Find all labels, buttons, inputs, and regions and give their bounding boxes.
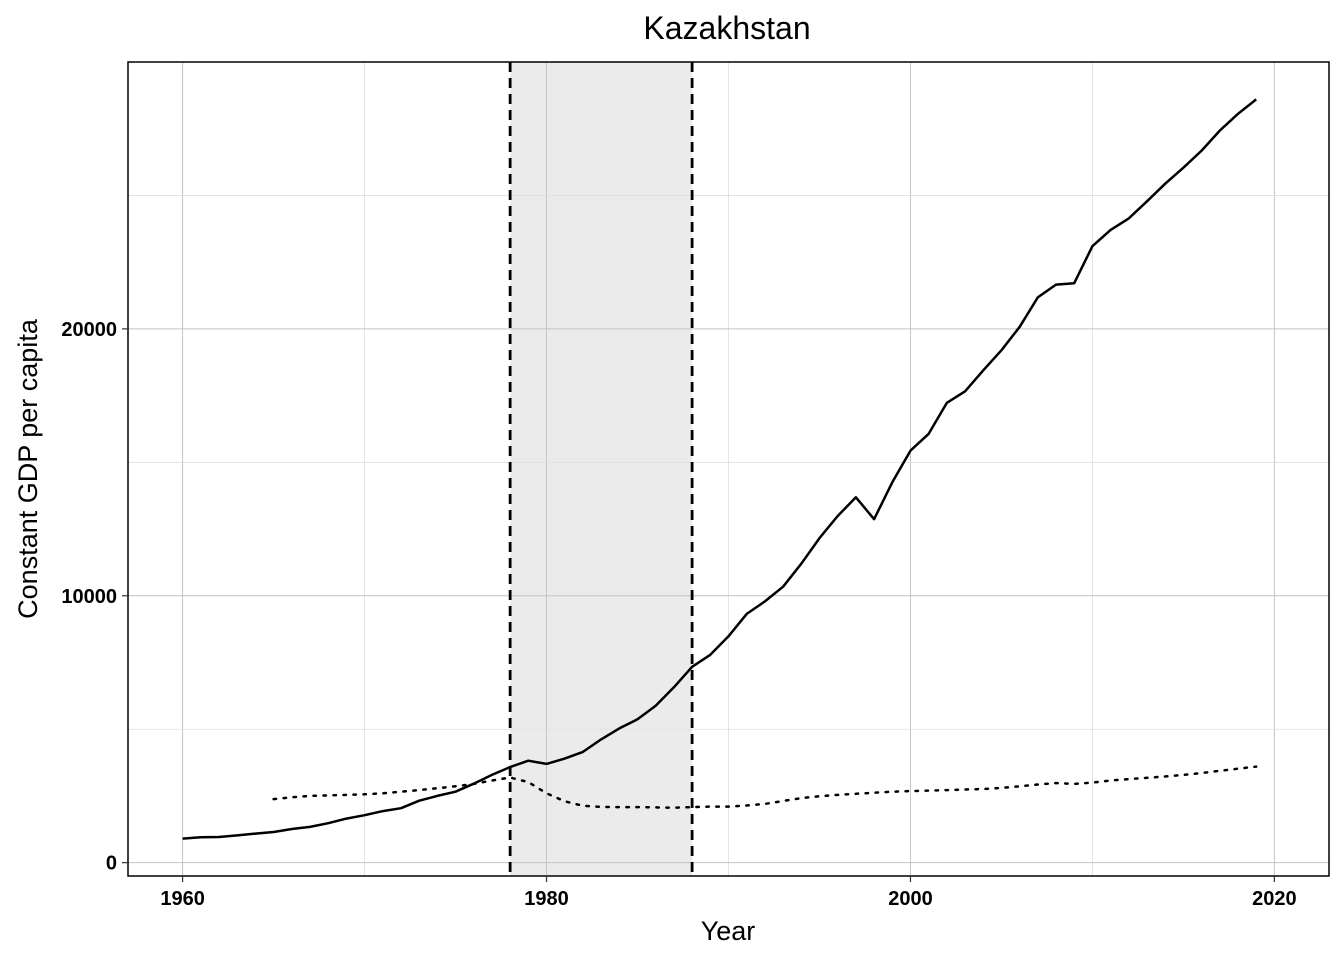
y-axis-label: Constant GDP per capita	[13, 318, 43, 619]
chart-title: Kazakhstan	[643, 10, 810, 46]
plot-panel	[127, 61, 1330, 877]
axis-ticks-layer: 1960 1980 2000 2020 0 10000 20000	[61, 319, 1296, 910]
shaded-region-layer	[510, 62, 693, 876]
x-tick-label: 2000	[888, 888, 933, 910]
y-tick-label: 0	[106, 853, 117, 875]
x-tick-label: 2020	[1252, 888, 1297, 910]
series-layer	[182, 98, 1258, 840]
x-tick-label: 1980	[524, 888, 569, 910]
plot-border	[127, 61, 1330, 877]
shaded-region	[510, 62, 693, 876]
x-tick-label: 1960	[160, 888, 205, 910]
y-tick-label: 10000	[61, 586, 117, 608]
reference-lines-layer	[508, 62, 694, 876]
x-axis-label: Year	[701, 916, 756, 946]
grid-layer	[128, 61, 1329, 876]
series-line-solid	[182, 98, 1257, 840]
y-tick-label: 20000	[61, 319, 117, 341]
